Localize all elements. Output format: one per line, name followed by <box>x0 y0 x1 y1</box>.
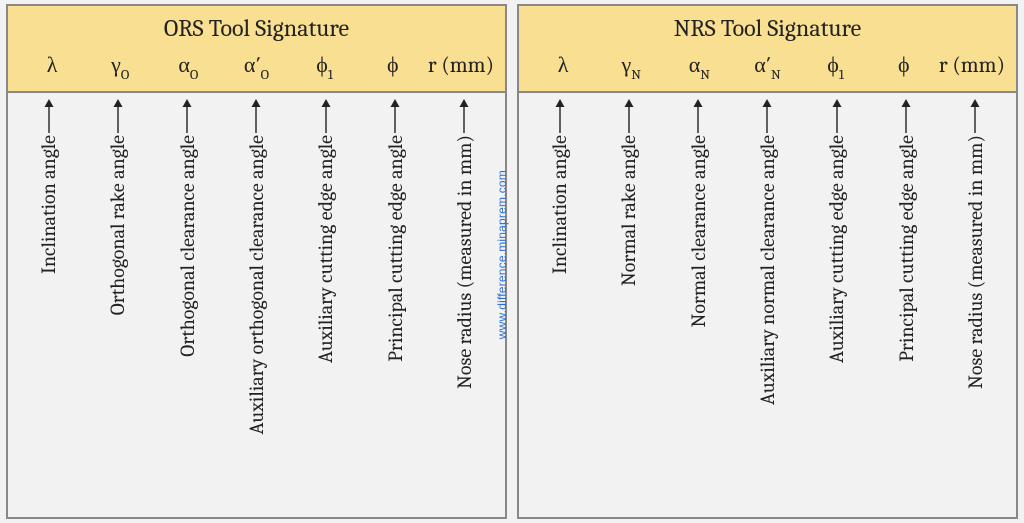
nrs-symbol: γN <box>597 52 665 81</box>
nrs-label: Normal clearance angle <box>687 135 710 328</box>
nrs-body: Inclination angle Normal rake angle Norm… <box>519 93 1016 517</box>
ors-label: Nose radius (measured in mm) <box>453 135 476 389</box>
ors-symbol: λ <box>18 52 86 81</box>
ors-symbol: ϕ1 <box>291 52 359 81</box>
ors-col: Orthogonal rake angle <box>83 93 152 517</box>
arrow-up-icon <box>553 99 567 133</box>
nrs-col: Auxiliary normal clearance angle <box>733 93 802 517</box>
ors-label: Auxiliary orthogonal clearance angle <box>245 135 268 434</box>
nrs-symbol: r (mm) <box>938 52 1006 81</box>
ors-symbol: αO <box>154 52 222 81</box>
arrow-up-icon <box>42 99 56 133</box>
nrs-symbol: λ <box>529 52 597 81</box>
nrs-panel: NRS Tool Signature λ γN αN α′N ϕ1 ϕ r (m… <box>517 4 1018 519</box>
nrs-col: Inclination angle <box>525 93 594 517</box>
arrow-up-icon <box>622 99 636 133</box>
ors-col: Principal cutting edge angle <box>360 93 429 517</box>
nrs-symbol: ϕ1 <box>802 52 870 81</box>
ors-col: Auxiliary cutting edge angle <box>291 93 360 517</box>
ors-header: ORS Tool Signature λ γO αO α′O ϕ1 ϕ r (m… <box>8 6 505 93</box>
arrow-up-icon <box>899 99 913 133</box>
ors-symbol: γO <box>86 52 154 81</box>
ors-symbol: r (mm) <box>427 52 495 81</box>
nrs-label: Nose radius (measured in mm) <box>964 135 987 389</box>
ors-col: Auxiliary orthogonal clearance angle <box>222 93 291 517</box>
arrow-up-icon <box>830 99 844 133</box>
nrs-symbol: ϕ <box>870 52 938 81</box>
arrow-up-icon <box>249 99 263 133</box>
ors-label: Inclination angle <box>37 135 60 274</box>
nrs-title: NRS Tool Signature <box>523 14 1012 42</box>
arrow-up-icon <box>457 99 471 133</box>
nrs-symbol: α′N <box>733 52 801 81</box>
nrs-symbols-row: λ γN αN α′N ϕ1 ϕ r (mm) <box>523 52 1012 81</box>
ors-col: Nose radius (measured in mm) <box>430 93 499 517</box>
nrs-symbol: αN <box>665 52 733 81</box>
ors-symbol: ϕ <box>359 52 427 81</box>
nrs-header: NRS Tool Signature λ γN αN α′N ϕ1 ϕ r (m… <box>519 6 1016 93</box>
watermark-text: www.difference.minaprem.com <box>495 170 509 339</box>
nrs-label: Principal cutting edge angle <box>895 135 918 362</box>
nrs-col: Auxiliary cutting edge angle <box>802 93 871 517</box>
nrs-label: Inclination angle <box>548 135 571 274</box>
arrow-up-icon <box>388 99 402 133</box>
ors-symbol: α′O <box>222 52 290 81</box>
ors-label: Auxiliary cutting edge angle <box>314 135 337 363</box>
ors-col: Inclination angle <box>14 93 83 517</box>
diagram-canvas: ORS Tool Signature λ γO αO α′O ϕ1 ϕ r (m… <box>0 0 1024 523</box>
nrs-label: Auxiliary cutting edge angle <box>825 135 848 363</box>
arrow-up-icon <box>691 99 705 133</box>
nrs-col: Principal cutting edge angle <box>871 93 940 517</box>
nrs-label: Auxiliary normal clearance angle <box>756 135 779 405</box>
nrs-label: Normal rake angle <box>617 135 640 286</box>
arrow-up-icon <box>111 99 125 133</box>
nrs-col: Nose radius (measured in mm) <box>941 93 1010 517</box>
ors-label: Orthogonal clearance angle <box>176 135 199 357</box>
ors-label: Orthogonal rake angle <box>106 135 129 315</box>
nrs-col: Normal clearance angle <box>664 93 733 517</box>
ors-panel: ORS Tool Signature λ γO αO α′O ϕ1 ϕ r (m… <box>6 4 507 519</box>
nrs-col: Normal rake angle <box>594 93 663 517</box>
ors-title: ORS Tool Signature <box>12 14 501 42</box>
ors-symbols-row: λ γO αO α′O ϕ1 ϕ r (mm) <box>12 52 501 81</box>
ors-body: Inclination angle Orthogonal rake angle … <box>8 93 505 517</box>
arrow-up-icon <box>319 99 333 133</box>
arrow-up-icon <box>760 99 774 133</box>
ors-label: Principal cutting edge angle <box>384 135 407 362</box>
ors-col: Orthogonal clearance angle <box>153 93 222 517</box>
arrow-up-icon <box>968 99 982 133</box>
arrow-up-icon <box>180 99 194 133</box>
